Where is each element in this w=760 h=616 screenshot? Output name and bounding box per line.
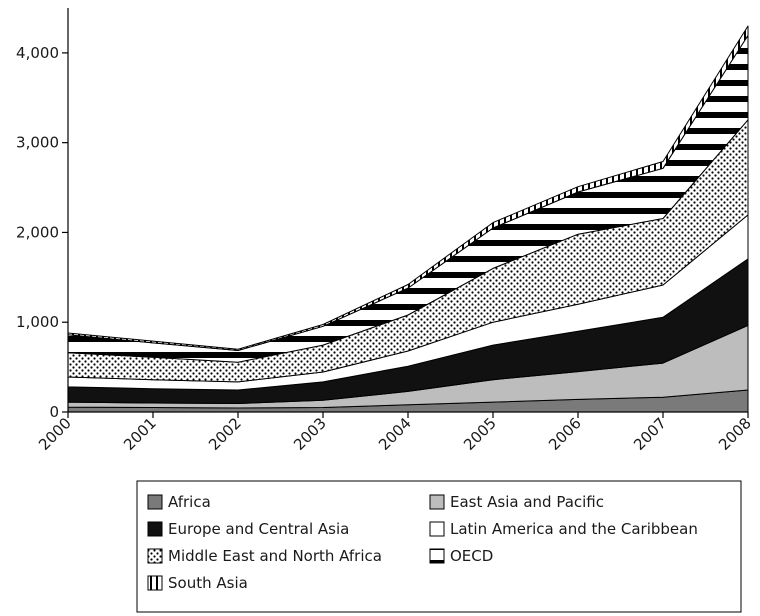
legend-swatch-latin-america-and-the-caribbean bbox=[429, 521, 445, 537]
legend-swatch-europe-and-central-asia bbox=[147, 521, 163, 537]
legend-label-latin-america-and-the-caribbean: Latin America and the Caribbean bbox=[450, 520, 698, 538]
x-tick-label: 2003 bbox=[290, 414, 330, 454]
area-layers bbox=[67, 25, 749, 413]
legend-swatch-africa bbox=[147, 494, 163, 510]
x-tick-label: 2006 bbox=[545, 414, 585, 454]
x-tick-label: 2005 bbox=[460, 414, 500, 454]
legend-label-europe-and-central-asia: Europe and Central Asia bbox=[168, 520, 349, 538]
legend-label-middle-east-and-north-africa: Middle East and North Africa bbox=[168, 547, 382, 565]
x-tick-label: 2004 bbox=[375, 414, 415, 454]
legend-swatch-east-asia-and-pacific bbox=[429, 494, 445, 510]
legend-label-south-asia: South Asia bbox=[168, 574, 248, 592]
area-south-asia bbox=[67, 25, 749, 351]
x-tick-label: 2001 bbox=[120, 414, 160, 454]
x-tick-label: 2000 bbox=[35, 414, 75, 454]
y-tick-label: 2,000 bbox=[16, 223, 59, 241]
legend-label-oecd: OECD bbox=[450, 547, 493, 565]
legend-swatch-oecd bbox=[429, 548, 445, 564]
legend-label-east-asia-and-pacific: East Asia and Pacific bbox=[450, 493, 604, 511]
y-tick-label: 0 bbox=[49, 403, 59, 421]
legend-swatch-south-asia bbox=[147, 575, 163, 591]
legend-swatch-middle-east-and-north-africa bbox=[147, 548, 163, 564]
legend-label-africa: Africa bbox=[168, 493, 211, 511]
y-tick-label: 4,000 bbox=[16, 44, 59, 62]
y-tick-label: 3,000 bbox=[16, 134, 59, 152]
legend: Africa East Asia and Pacific Europe and Ce… bbox=[136, 480, 742, 613]
x-tick-label: 2008 bbox=[715, 414, 755, 454]
x-tick-label: 2007 bbox=[630, 414, 670, 454]
x-tick-label: 2002 bbox=[205, 414, 245, 454]
y-tick-label: 1,000 bbox=[16, 313, 59, 331]
